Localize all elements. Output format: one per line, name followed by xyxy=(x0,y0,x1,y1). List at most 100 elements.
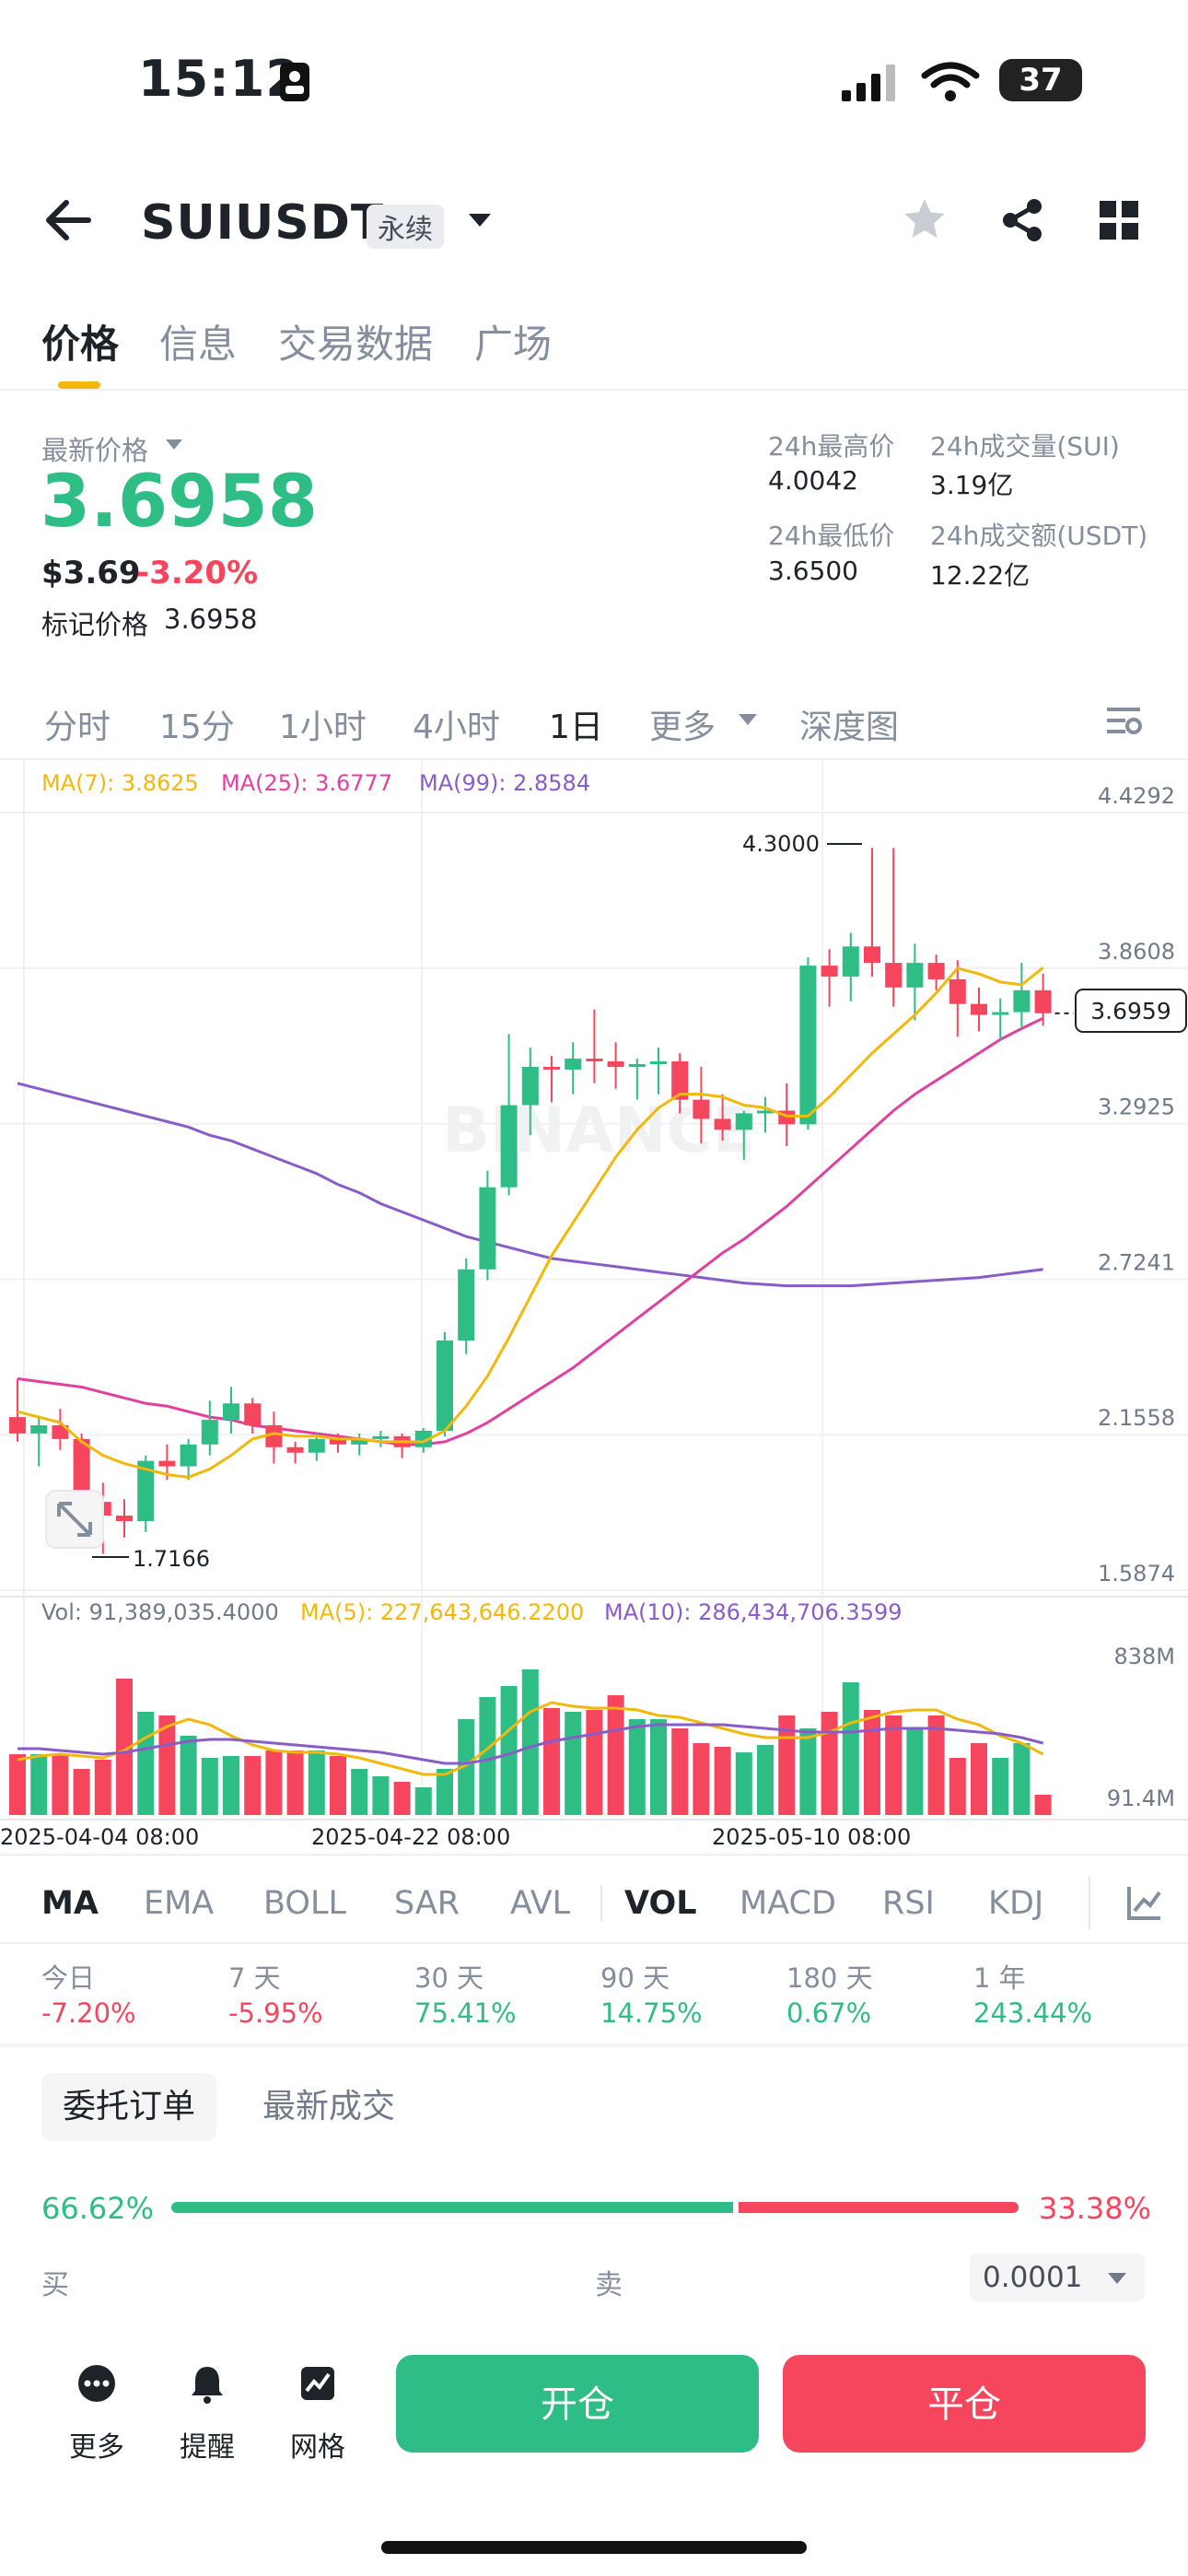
candle-body xyxy=(30,1425,48,1434)
indicator-boll[interactable]: BOLL xyxy=(263,1885,346,1922)
indicator-ema[interactable]: EMA xyxy=(144,1885,215,1922)
mark-price: 3.6958 xyxy=(164,603,258,635)
perf-30d-value: 75.41% xyxy=(414,1997,517,2029)
volume-bar xyxy=(180,1736,197,1815)
ma99-legend: MA(99): 2.8584 xyxy=(419,770,590,796)
volume-bar xyxy=(414,1787,432,1815)
candle-body xyxy=(927,963,945,979)
tab-trading-data[interactable]: 交易数据 xyxy=(278,322,434,367)
latest-price-label[interactable]: 最新价格 xyxy=(41,435,149,466)
volume-bar xyxy=(992,1758,1009,1815)
volume-bar xyxy=(265,1751,283,1815)
buy-ratio-pct: 66.62% xyxy=(41,2191,155,2226)
indicator-sar[interactable]: SAR xyxy=(394,1885,460,1922)
mark-price-label: 标记价格 xyxy=(41,609,149,640)
interval-15m[interactable]: 15分 xyxy=(159,708,235,746)
perf-180d-value: 0.67% xyxy=(786,1997,872,2029)
chart-bottom-divider xyxy=(0,1854,1188,1856)
open-position-button[interactable]: 开仓 xyxy=(396,2355,759,2453)
indicator-avl[interactable]: AVL xyxy=(510,1885,571,1922)
candle-body xyxy=(906,963,924,988)
candle-body xyxy=(757,1110,774,1114)
nav-alert[interactable]: 提醒 xyxy=(161,2363,253,2465)
candle-body xyxy=(201,1420,218,1445)
close-position-button[interactable]: 平仓 xyxy=(783,2355,1146,2453)
tab-square[interactable]: 广场 xyxy=(474,322,553,367)
nav-more[interactable]: 更多 xyxy=(51,2363,143,2465)
active-tab-indicator xyxy=(58,381,100,389)
interval-more[interactable]: 更多 xyxy=(649,708,716,746)
current-price-tag xyxy=(1075,989,1187,1033)
signal-icon xyxy=(842,64,895,101)
volume-legend: Vol: 91,389,035.4000 xyxy=(41,1599,279,1625)
indicator-settings-icon[interactable] xyxy=(1125,1883,1164,1922)
interval-depth-chart[interactable]: 深度图 xyxy=(799,708,900,746)
interval-4h[interactable]: 4小时 xyxy=(413,708,500,746)
interval-more-dropdown-icon[interactable] xyxy=(737,711,759,728)
volume-bar xyxy=(971,1743,987,1815)
indicator-vol[interactable]: VOL xyxy=(624,1885,697,1922)
volume-ma10-line xyxy=(17,1723,1043,1765)
precision-value: 0.0001 xyxy=(983,2261,1083,2294)
interval-1h[interactable]: 1小时 xyxy=(279,708,367,746)
tab-price[interactable]: 价格 xyxy=(41,322,120,367)
volume-bar xyxy=(94,1760,111,1815)
volume-bar xyxy=(437,1769,453,1815)
vol-usdt-label: 24h成交额(USDT) xyxy=(930,521,1148,551)
indicator-kdj[interactable]: KDJ xyxy=(988,1885,1044,1922)
candlestick-chart[interactable]: BINANCE 4.42923.86083.29252.72412.15581.… xyxy=(0,755,1188,1847)
grid-menu-icon[interactable] xyxy=(1098,199,1140,241)
precision-select[interactable]: 0.0001 xyxy=(970,2254,1145,2301)
volume-bar xyxy=(735,1752,752,1815)
ma7-legend: MA(7): 3.8625 xyxy=(41,770,199,796)
ma99-line xyxy=(17,1082,1043,1288)
volume-bar xyxy=(330,1756,346,1815)
price-axis-label: 3.8608 xyxy=(1098,939,1175,965)
volume-bar xyxy=(628,1719,646,1815)
candle-body xyxy=(351,1438,368,1445)
volume-bar xyxy=(906,1728,924,1815)
perf-30d-label: 30 天 xyxy=(414,1962,484,1994)
tab-info[interactable]: 信息 xyxy=(159,322,238,367)
volume-bar xyxy=(565,1712,582,1815)
candle-body xyxy=(735,1113,752,1130)
nav-grid[interactable]: 网格 xyxy=(272,2363,364,2465)
section-divider xyxy=(0,2043,1188,2047)
volume-bar xyxy=(842,1682,859,1815)
indicator-rsi[interactable]: RSI xyxy=(882,1885,935,1922)
expand-chart-icon[interactable] xyxy=(45,1490,104,1549)
indicator-divider xyxy=(0,1942,1188,1944)
volume-axis-label: 838M xyxy=(1113,1644,1175,1669)
favorite-star-icon[interactable] xyxy=(901,195,949,243)
symbol-title[interactable]: SUIUSDT xyxy=(141,195,385,251)
vol-sui-label: 24h成交量(SUI) xyxy=(930,431,1120,462)
tab-recent-trades[interactable]: 最新成交 xyxy=(262,2088,396,2125)
interval-1d[interactable]: 1日 xyxy=(549,708,603,746)
volume-bar xyxy=(714,1747,731,1815)
indicator-macd[interactable]: MACD xyxy=(740,1885,836,1922)
symbol-dropdown-icon[interactable] xyxy=(466,210,494,230)
candle-body xyxy=(885,963,903,988)
latest-price-dropdown-icon[interactable] xyxy=(164,437,184,451)
min-price-label: 1.7166 xyxy=(133,1546,210,1572)
indicator-ma[interactable]: MA xyxy=(41,1885,99,1922)
volume-bar xyxy=(9,1754,26,1815)
candle-body xyxy=(671,1061,689,1100)
nav-more-label: 更多 xyxy=(69,2431,124,2464)
candle-body xyxy=(158,1460,176,1467)
indicator-separator xyxy=(600,1885,602,1922)
home-indicator xyxy=(381,2541,807,2554)
vol-sui: 3.19亿 xyxy=(930,470,1014,500)
perf-today-label: 今日 xyxy=(41,1962,96,1994)
back-arrow-icon[interactable] xyxy=(42,197,94,243)
candle-body xyxy=(372,1435,390,1439)
tab-order-book[interactable]: 委托订单 xyxy=(41,2073,216,2141)
perf-1y-value: 243.44% xyxy=(973,1997,1093,2029)
chart-settings-icon[interactable] xyxy=(1103,700,1144,741)
share-icon[interactable] xyxy=(999,197,1045,243)
volume-bar xyxy=(30,1754,48,1815)
interval-time-share[interactable]: 分时 xyxy=(44,708,111,746)
volume-bar xyxy=(1034,1795,1052,1815)
candle-body xyxy=(949,978,966,1004)
candle-body xyxy=(437,1340,453,1431)
